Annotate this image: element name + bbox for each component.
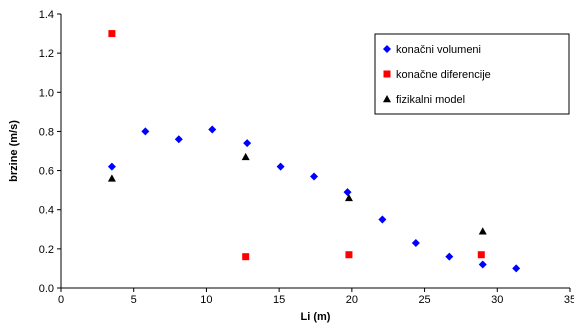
axis-ticks: 0 5 10 15 20 25 30 35 0.0 0.2 0.4 0.6 0.8 1.0 1.2 1.4 xyxy=(39,9,574,306)
legend-marker xyxy=(383,45,391,53)
data-point xyxy=(512,264,521,273)
y-tick-label: 0.2 xyxy=(39,244,54,256)
data-point xyxy=(174,135,183,144)
y-tick-label: 1.2 xyxy=(39,48,54,60)
data-point xyxy=(378,215,387,224)
y-axis-title: brzine (m/s) xyxy=(8,120,20,182)
x-tick-label: 15 xyxy=(273,294,285,306)
data-point xyxy=(478,260,487,269)
x-tick-label: 25 xyxy=(418,294,430,306)
legend-marker xyxy=(383,95,391,103)
data-points xyxy=(107,30,521,273)
legend-marker xyxy=(383,70,391,78)
data-point xyxy=(242,253,250,261)
data-point xyxy=(310,172,319,181)
y-tick-label: 0.0 xyxy=(39,283,54,295)
data-point xyxy=(108,30,116,38)
legend-entry-label: konačni volumeni xyxy=(396,44,481,56)
x-tick-label: 20 xyxy=(346,294,358,306)
data-point xyxy=(276,162,285,171)
x-tick-label: 0 xyxy=(58,294,64,306)
data-point xyxy=(241,152,250,161)
y-tick-label: 1.0 xyxy=(39,87,54,99)
data-point xyxy=(411,238,420,247)
x-tick-label: 5 xyxy=(131,294,137,306)
x-tick-label: 10 xyxy=(200,294,212,306)
legend-box xyxy=(374,33,570,115)
data-point xyxy=(477,251,485,259)
data-point xyxy=(343,188,352,197)
data-point xyxy=(478,227,487,235)
data-point xyxy=(445,252,454,261)
data-point xyxy=(243,139,252,148)
x-axis-title: Li (m) xyxy=(301,311,331,323)
legend-entry-label: fizikalni model xyxy=(396,94,465,106)
data-point xyxy=(107,162,116,171)
y-tick-label: 0.6 xyxy=(39,166,54,178)
data-point xyxy=(107,174,116,182)
plot-area xyxy=(60,14,570,289)
data-point xyxy=(344,193,353,202)
legend-entry-label: konačne diferencije xyxy=(396,69,491,81)
x-tick-label: 35 xyxy=(564,294,574,306)
data-point xyxy=(141,127,150,136)
data-point xyxy=(345,251,353,259)
y-tick-label: 1.4 xyxy=(39,9,54,21)
data-point xyxy=(208,125,217,134)
y-tick-label: 0.4 xyxy=(39,205,54,217)
x-tick-label: 30 xyxy=(491,294,503,306)
legend: konačni volumeni konačne diferencije fizik… xyxy=(374,33,570,115)
y-tick-label: 0.8 xyxy=(39,126,54,138)
